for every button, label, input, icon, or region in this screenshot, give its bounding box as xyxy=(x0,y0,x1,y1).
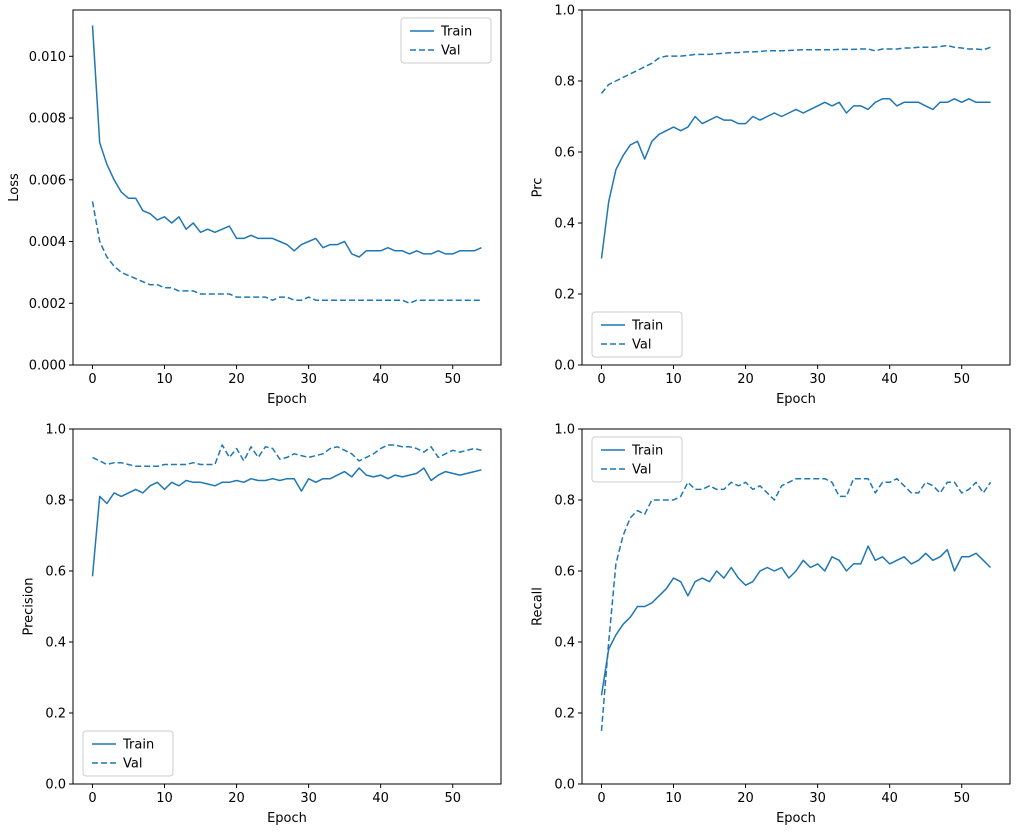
precision-chart-svg: 0 10 20 30 40 50 0.0 0.2 0.4 0.6 0.8 1.0 Epoch Precis… xyxy=(21,423,502,826)
x-tick-label: 20 xyxy=(228,791,245,806)
x-tick-label: 10 xyxy=(156,791,173,806)
x-tick-label: 20 xyxy=(228,372,245,387)
y-tick-label: 1.0 xyxy=(45,423,66,438)
legend-box xyxy=(400,17,492,64)
loss-chart: 0 10 20 30 40 50 0.000 0.002 0.004 0.006 0.008 0.01… xyxy=(0,0,509,419)
legend-box xyxy=(591,436,683,483)
y-tick-label: 0.006 xyxy=(29,173,66,188)
x-axis-label: Epoch xyxy=(776,392,816,407)
y-tick-label: 0.2 xyxy=(45,707,66,722)
y-tick-label: 0.000 xyxy=(29,359,66,374)
x-tick-label: 40 xyxy=(372,372,389,387)
y-tick-label: 0.2 xyxy=(554,288,575,303)
series-val-line xyxy=(92,444,482,468)
y-axis-label: Loss xyxy=(7,173,22,202)
y-tick-label: 0.002 xyxy=(29,297,66,312)
loss-chart-svg: 0 10 20 30 40 50 0.000 0.002 0.004 0.006 0.008 0.01… xyxy=(7,9,502,407)
precision-chart: 0 10 20 30 40 50 0.0 0.2 0.4 0.6 0.8 1.0 Epoch Precis… xyxy=(0,419,509,838)
y-tick-label: 0.4 xyxy=(45,636,66,651)
y-tick-label: 0.010 xyxy=(29,50,66,65)
x-tick-label: 50 xyxy=(953,791,970,806)
y-tick-label: 0.6 xyxy=(554,146,575,161)
x-tick-label: 10 xyxy=(665,791,682,806)
y-tick-label: 0.4 xyxy=(554,217,575,232)
y-tick-label: 0.2 xyxy=(554,707,575,722)
x-tick-label: 0 xyxy=(88,372,96,387)
x-tick-label: 10 xyxy=(665,372,682,387)
legend-label-train: Train xyxy=(631,319,663,334)
x-tick-label: 50 xyxy=(953,372,970,387)
y-tick-label: 0.0 xyxy=(45,778,66,793)
axes-frame xyxy=(72,428,502,785)
prc-chart: 0 10 20 30 40 50 0.0 0.2 0.4 0.6 0.8 1.0 Epoch Prc Tra… xyxy=(509,0,1018,419)
y-tick-label: 0.6 xyxy=(45,565,66,580)
legend-label-train: Train xyxy=(440,25,472,40)
y-tick-label: 1.0 xyxy=(554,4,575,19)
legend-box xyxy=(82,730,174,777)
y-tick-label: 0.008 xyxy=(29,112,66,127)
x-tick-label: 0 xyxy=(597,791,605,806)
series-train-line xyxy=(91,467,482,577)
y-tick-label: 0.004 xyxy=(29,235,66,250)
y-axis-label: Precision xyxy=(21,577,36,635)
legend-label-val: Val xyxy=(632,338,651,353)
x-tick-label: 10 xyxy=(156,372,173,387)
x-tick-label: 30 xyxy=(809,372,826,387)
legend-box xyxy=(591,311,683,358)
series-train-line xyxy=(91,25,482,258)
series-train-line xyxy=(600,545,992,696)
x-tick-label: 40 xyxy=(881,791,898,806)
x-axis-label: Epoch xyxy=(267,392,307,407)
x-axis-label: Epoch xyxy=(776,811,816,826)
y-tick-label: 0.4 xyxy=(554,636,575,651)
x-tick-label: 20 xyxy=(737,791,754,806)
recall-chart-svg: 0 10 20 30 40 50 0.0 0.2 0.4 0.6 0.8 1.0 Epoch Recall… xyxy=(530,423,1011,826)
legend-label-train: Train xyxy=(631,444,663,459)
y-axis-label: Prc xyxy=(530,178,545,198)
x-tick-label: 0 xyxy=(597,372,605,387)
y-tick-label: 0.0 xyxy=(554,359,575,374)
y-tick-label: 0.8 xyxy=(554,494,575,509)
y-tick-label: 0.6 xyxy=(554,565,575,580)
y-tick-label: 0.0 xyxy=(554,778,575,793)
series-val-line xyxy=(91,201,482,305)
axes-frame xyxy=(581,9,1011,366)
series-val-line xyxy=(600,44,991,94)
legend-label-val: Val xyxy=(441,44,460,59)
legend-label-val: Val xyxy=(123,757,142,772)
x-tick-label: 50 xyxy=(444,372,461,387)
y-tick-label: 0.8 xyxy=(554,75,575,90)
y-tick-label: 1.0 xyxy=(554,423,575,438)
y-axis-label: Recall xyxy=(530,587,545,626)
legend-label-train: Train xyxy=(122,738,154,753)
series-train-line xyxy=(600,98,991,259)
x-tick-label: 0 xyxy=(88,791,96,806)
x-tick-label: 50 xyxy=(444,791,461,806)
prc-chart-svg: 0 10 20 30 40 50 0.0 0.2 0.4 0.6 0.8 1.0 Epoch Prc Tra… xyxy=(530,4,1011,407)
x-tick-label: 30 xyxy=(300,372,317,387)
x-tick-label: 20 xyxy=(737,372,754,387)
x-tick-label: 30 xyxy=(809,791,826,806)
legend-label-val: Val xyxy=(632,463,651,478)
series-val-line xyxy=(600,477,992,731)
x-axis-label: Epoch xyxy=(267,811,307,826)
y-tick-label: 0.8 xyxy=(45,494,66,509)
axes-frame xyxy=(72,9,502,366)
x-tick-label: 40 xyxy=(372,791,389,806)
x-tick-label: 40 xyxy=(881,372,898,387)
axes-frame xyxy=(581,428,1011,785)
recall-chart: 0 10 20 30 40 50 0.0 0.2 0.4 0.6 0.8 1.0 Epoch Recall… xyxy=(509,419,1018,838)
x-tick-label: 30 xyxy=(300,791,317,806)
